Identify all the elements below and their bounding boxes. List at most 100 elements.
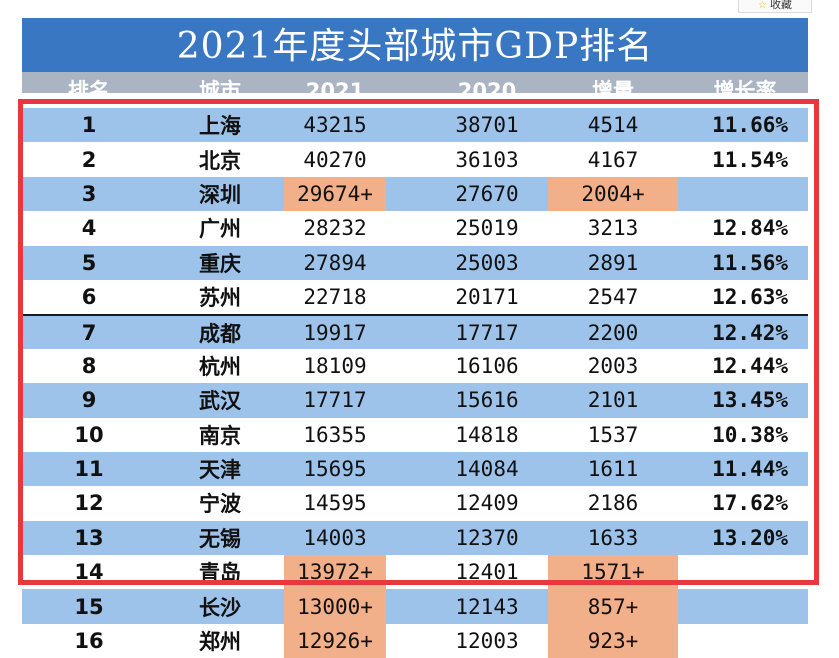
rank-cell: 5 xyxy=(81,250,97,275)
city-cell: 南京 xyxy=(199,422,241,448)
gdp-2021-cell: 15695 xyxy=(303,457,367,482)
gdp-2020-cell: 25003 xyxy=(455,250,519,275)
table-body: 1 上海 43215 38701 4514 11.66% 2 北京 40270 … xyxy=(22,108,808,658)
increase-cell: 2547 xyxy=(587,285,639,310)
city-cell: 北京 xyxy=(199,147,241,173)
increase-cell: 1611 xyxy=(587,457,639,482)
growth-rate-cell: 11.56% xyxy=(712,250,788,275)
gdp-2021-cell: 29674+ xyxy=(284,176,386,212)
gdp-2021-cell: 14595 xyxy=(303,491,367,516)
city-cell: 成都 xyxy=(199,320,241,346)
growth-rate-cell: 11.54% xyxy=(712,147,788,172)
rank-cell: 12 xyxy=(74,491,104,516)
table-row: 2 北京 40270 36103 4167 11.54% xyxy=(22,142,808,177)
growth-rate-cell: 13.20% xyxy=(712,525,788,550)
city-cell: 天津 xyxy=(199,457,241,483)
table-row: 3 深圳 29674+ 27670 2004+ xyxy=(22,176,808,212)
gdp-2020-cell: 12370 xyxy=(455,525,519,550)
gdp-ranking-table: 2021年度头部城市GDP排名 排名 城市 2021 2020 增量 增长率 1… xyxy=(22,18,808,658)
table-row: 12 宁波 14595 12409 2186 17.62% xyxy=(22,486,808,521)
collect-button[interactable]: ☆ 收藏 xyxy=(738,0,812,13)
increase-cell: 2200 xyxy=(587,320,639,345)
growth-rate-cell: 17.62% xyxy=(712,491,788,516)
table-row: 4 广州 28232 25019 3213 12.84% xyxy=(22,211,808,246)
growth-rate-cell: 11.44% xyxy=(712,457,788,482)
growth-rate-cell: 10.38% xyxy=(712,422,788,447)
rank-cell: 16 xyxy=(74,629,104,654)
table-row: 6 苏州 22718 20171 2547 12.63% xyxy=(22,279,808,315)
table-header: 排名 城市 2021 2020 增量 增长率 xyxy=(22,72,808,93)
city-cell: 苏州 xyxy=(199,285,241,311)
increase-cell: 2186 xyxy=(587,491,639,516)
growth-rate-cell xyxy=(682,177,808,211)
table-row: 16 郑州 12926+ 12003 923+ xyxy=(22,623,808,658)
header-increase: 增量 xyxy=(592,79,634,93)
gdp-2020-cell: 27670 xyxy=(455,181,519,206)
gdp-2020-cell: 12409 xyxy=(455,491,519,516)
header-2021: 2021 xyxy=(305,79,365,93)
table-row: 14 青岛 13972+ 12401 1571+ xyxy=(22,555,808,590)
gdp-2020-cell: 12401 xyxy=(455,560,519,585)
city-cell: 杭州 xyxy=(199,353,241,379)
gdp-2020-cell: 15616 xyxy=(455,388,519,413)
gdp-2021-cell: 17717 xyxy=(303,388,367,413)
gdp-2020-cell: 36103 xyxy=(455,147,519,172)
table-row: 8 杭州 18109 16106 2003 12.44% xyxy=(22,348,808,384)
increase-cell: 2101 xyxy=(587,388,639,413)
gdp-2021-cell: 13972+ xyxy=(284,555,386,590)
header-2020: 2020 xyxy=(457,79,517,93)
rank-cell: 14 xyxy=(74,560,104,585)
rank-cell: 13 xyxy=(74,525,104,550)
gdp-2020-cell: 17717 xyxy=(455,320,519,345)
increase-cell: 3213 xyxy=(587,216,639,241)
increase-cell: 1537 xyxy=(587,422,639,447)
rank-cell: 10 xyxy=(74,422,104,447)
table-title: 2021年度头部城市GDP排名 xyxy=(22,18,808,72)
growth-rate-cell: 12.63% xyxy=(712,285,788,310)
table-row: 9 武汉 17717 15616 2101 13.45% xyxy=(22,383,808,418)
increase-cell: 2003 xyxy=(587,353,639,378)
increase-cell: 1633 xyxy=(587,525,639,550)
growth-rate-cell: 13.45% xyxy=(712,388,788,413)
gdp-2021-cell: 19917 xyxy=(303,320,367,345)
gdp-2021-cell: 40270 xyxy=(303,147,367,172)
table-row: 1 上海 43215 38701 4514 11.66% xyxy=(22,108,808,143)
gdp-2021-cell: 22718 xyxy=(303,285,367,310)
gdp-2020-cell: 20171 xyxy=(455,285,519,310)
table-row: 13 无锡 14003 12370 1633 13.20% xyxy=(22,520,808,556)
gdp-2021-cell: 43215 xyxy=(303,113,367,138)
increase-cell: 1571+ xyxy=(548,555,678,590)
gdp-2020-cell: 14084 xyxy=(455,457,519,482)
table-row: 15 长沙 13000+ 12143 857+ xyxy=(22,589,808,624)
increase-cell: 4514 xyxy=(587,113,639,138)
gdp-2021-cell: 12926+ xyxy=(284,623,386,658)
rank-cell: 6 xyxy=(81,285,97,310)
growth-rate-cell: 12.42% xyxy=(712,320,788,345)
growth-rate-cell: 11.66% xyxy=(712,113,788,138)
rank-cell: 2 xyxy=(81,147,97,172)
city-cell: 重庆 xyxy=(199,250,241,276)
growth-rate-cell: 12.84% xyxy=(712,216,788,241)
city-cell: 长沙 xyxy=(199,594,241,620)
gdp-2020-cell: 16106 xyxy=(455,353,519,378)
city-cell: 上海 xyxy=(199,113,241,139)
gdp-2021-cell: 14003 xyxy=(303,525,367,550)
header-rank: 排名 xyxy=(68,79,110,93)
growth-rate-cell xyxy=(682,589,808,623)
rank-cell: 1 xyxy=(81,113,97,138)
star-icon: ☆ xyxy=(758,0,767,11)
gdp-2020-cell: 12143 xyxy=(455,594,519,619)
gdp-2021-cell: 18109 xyxy=(303,353,367,378)
city-cell: 青岛 xyxy=(199,560,241,586)
collect-label: 收藏 xyxy=(769,0,792,11)
rank-cell: 9 xyxy=(81,388,97,413)
rank-cell: 11 xyxy=(74,457,104,482)
gdp-2021-cell: 13000+ xyxy=(284,589,386,624)
gdp-2020-cell: 25019 xyxy=(455,216,519,241)
city-cell: 武汉 xyxy=(199,388,241,414)
table-row: 10 南京 16355 14818 1537 10.38% xyxy=(22,417,808,452)
rank-cell: 15 xyxy=(74,594,104,619)
gdp-2021-cell: 27894 xyxy=(303,250,367,275)
header-city: 城市 xyxy=(199,79,241,93)
increase-cell: 4167 xyxy=(587,147,639,172)
